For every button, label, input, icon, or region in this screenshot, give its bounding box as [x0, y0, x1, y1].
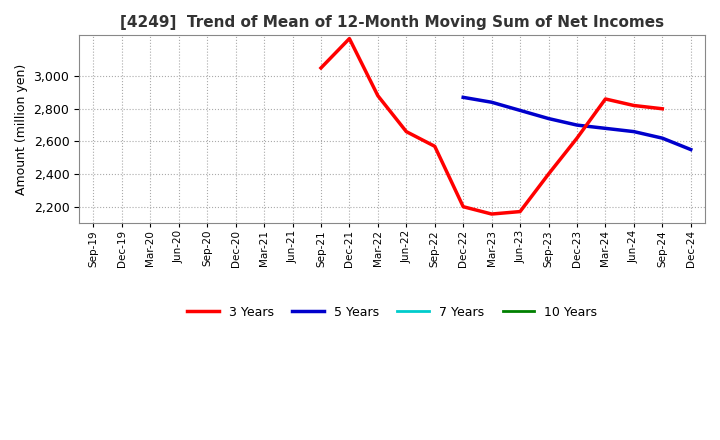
- 3 Years: [431, 144, 439, 149]
- 3 Years: [374, 93, 382, 99]
- 5 Years: [658, 136, 667, 141]
- 5 Years: [601, 126, 610, 131]
- 5 Years: [686, 147, 695, 152]
- 5 Years: [516, 108, 524, 113]
- 3 Years: [402, 129, 410, 134]
- 3 Years: [658, 106, 667, 111]
- 3 Years: [544, 172, 553, 177]
- 3 Years: [629, 103, 638, 108]
- Line: 3 Years: 3 Years: [321, 39, 662, 214]
- 3 Years: [572, 136, 581, 141]
- 3 Years: [317, 65, 325, 70]
- 3 Years: [487, 211, 496, 216]
- Y-axis label: Amount (million yen): Amount (million yen): [15, 63, 28, 195]
- 3 Years: [516, 209, 524, 214]
- 3 Years: [601, 96, 610, 102]
- Legend: 3 Years, 5 Years, 7 Years, 10 Years: 3 Years, 5 Years, 7 Years, 10 Years: [182, 301, 602, 323]
- 3 Years: [459, 204, 467, 209]
- 3 Years: [345, 36, 354, 41]
- 5 Years: [487, 99, 496, 105]
- 5 Years: [544, 116, 553, 121]
- Line: 5 Years: 5 Years: [463, 97, 690, 150]
- Title: [4249]  Trend of Mean of 12-Month Moving Sum of Net Incomes: [4249] Trend of Mean of 12-Month Moving …: [120, 15, 664, 30]
- 5 Years: [459, 95, 467, 100]
- 5 Years: [572, 122, 581, 128]
- 5 Years: [629, 129, 638, 134]
